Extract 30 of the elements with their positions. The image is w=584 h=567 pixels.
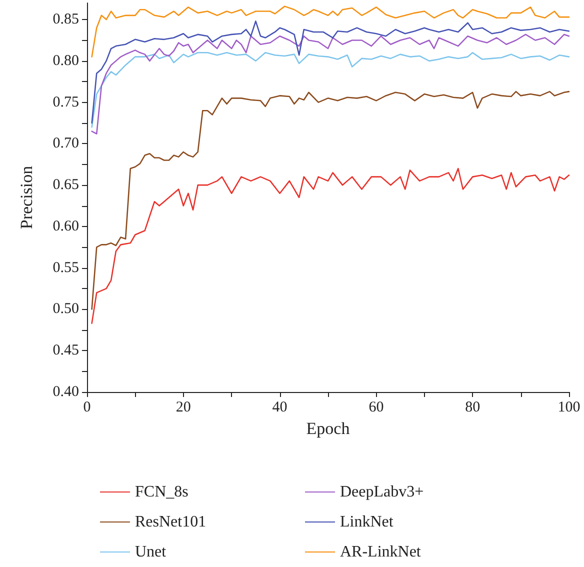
legend-label: LinkNet (340, 514, 394, 530)
y-tick-label: 0.80 (52, 52, 79, 69)
y-tick-label: 0.85 (52, 12, 79, 28)
line-series (91, 168, 570, 324)
x-tick-label: 100 (558, 400, 580, 416)
y-tick-label: 0.40 (52, 384, 79, 400)
legend-label: AR-LinkNet (340, 544, 422, 560)
x-tick-label: 60 (368, 400, 384, 416)
y-tick-label: 0.45 (52, 342, 79, 359)
line-series (91, 20, 570, 124)
x-tick-label: 80 (465, 400, 480, 416)
y-tick-label: 0.65 (52, 177, 79, 194)
y-tick-label: 0.50 (52, 301, 79, 318)
legend-label: FCN_8s (135, 484, 188, 500)
y-axis-title: Precision (17, 165, 36, 230)
line-series (91, 34, 570, 134)
y-tick-label: 0.70 (52, 136, 79, 152)
x-axis-title: Epoch (306, 419, 350, 438)
legend-label: Unet (135, 544, 167, 560)
x-tick-label: 40 (272, 400, 288, 416)
line-series (91, 52, 570, 128)
legend-label: ResNet101 (135, 514, 206, 530)
legend-label: DeepLabv3+ (340, 484, 424, 500)
line-series (91, 6, 570, 58)
y-tick-label: 0.75 (52, 94, 79, 110)
y-tick-label: 0.55 (52, 260, 79, 276)
x-tick-label: 0 (83, 400, 91, 416)
line-series (91, 90, 570, 310)
x-tick-label: 20 (176, 400, 191, 416)
y-tick-label: 0.60 (52, 218, 79, 234)
